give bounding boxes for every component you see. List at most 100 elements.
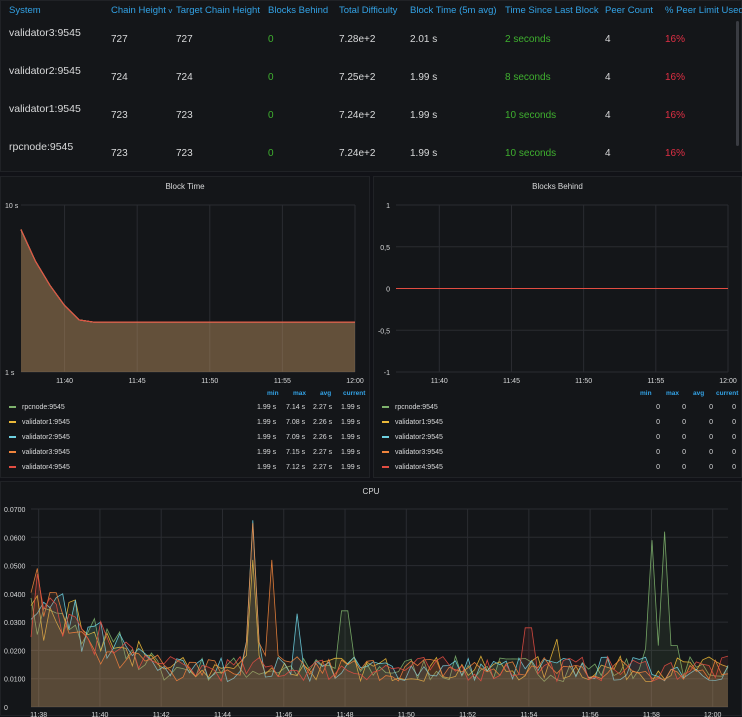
legend-item[interactable]: rpcnode:9545 [9,404,65,411]
x-tick-label: 11:45 [129,378,146,385]
legend-value-current: 0 [732,434,736,441]
table-cell-difficulty: 7.25e+2 [339,72,376,83]
series-line [30,523,729,682]
col-header-peer-limit[interactable]: % Peer Limit Used [665,5,742,16]
legend-header-max[interactable]: max [666,390,680,397]
table-cell-since: 8 seconds [505,72,551,83]
col-header-blocks-behind[interactable]: Blocks Behind [268,5,329,16]
x-tick-label: 11:40 [91,712,108,717]
legend-value-current: 0 [732,464,736,471]
table-cell-target: 723 [176,110,193,121]
x-tick-label: 11:38 [30,712,47,717]
col-header-time-since-last-block[interactable]: Time Since Last Block [505,5,599,16]
legend-series-name: rpcnode:9545 [395,404,438,411]
legend-value-current: 1.99 s [341,464,361,471]
legend-item[interactable]: rpcnode:9545 [382,404,438,411]
legend-item[interactable]: validator4:9545 [382,464,443,471]
legend-value-min: 1.99 s [257,434,277,441]
legend-value-min: 1.99 s [257,419,277,426]
table-scrollbar[interactable] [736,21,739,146]
legend-item[interactable]: validator2:9545 [382,434,443,441]
legend-item[interactable]: validator2:9545 [9,434,70,441]
series-area [31,531,728,707]
legend-value-avg: 2.27 s [313,464,333,471]
legend-item[interactable]: validator3:9545 [9,449,70,456]
table-cell-behind: 0 [268,34,274,45]
panel-title[interactable]: Blocks Behind [532,182,583,191]
series-area [21,229,355,372]
legend-value-max: 0 [682,464,686,471]
panel-title[interactable]: Block Time [165,182,205,191]
legend-value-min: 1.99 s [257,404,277,411]
block-time-chart: 11:40 11:45 11:50 11:55 12:00 10 s 1 s [5,203,364,385]
y-tick-label: 0.0200 [4,648,26,655]
series-line [30,520,729,683]
table-cell-system: validator2:9545 [9,65,81,77]
legend-value-current: 1.99 s [341,404,361,411]
series-line [30,574,729,683]
x-tick-label: 11:46 [275,712,292,717]
block-time-panel: Block Time 11:40 11:45 11:50 11:55 12:00 10 s… [0,176,370,478]
legend-value-max: 7.09 s [286,434,306,441]
col-header-system[interactable]: System [9,5,41,16]
cpu-panel: CPU 0.0700 0.0600 0.0500 0.0400 0.0300 0.0200… [0,481,742,717]
legend-value-max: 7.08 s [286,419,306,426]
table-cell-block-time: 1.99 s [410,148,438,159]
table-cell-behind: 0 [268,72,274,83]
x-tick-label: 12:00 [346,378,364,385]
panel-title[interactable]: CPU [362,487,380,496]
table-cell-system: validator3:9545 [9,27,81,39]
legend-value-current: 1.99 s [341,449,361,456]
legend-header-avg[interactable]: avg [693,390,705,397]
legend-header-min[interactable]: min [640,390,652,397]
series-area [31,520,728,707]
x-tick-label: 11:45 [503,378,520,385]
col-header-peer-count[interactable]: Peer Count [605,5,654,16]
table-cell-chain-height: 723 [111,110,128,121]
legend-value-max: 0 [682,419,686,426]
x-tick-label: 11:48 [337,712,354,717]
legend-header-avg[interactable]: avg [320,390,332,397]
x-tick-label: 11:54 [520,712,537,717]
legend-header-min[interactable]: min [267,390,279,397]
series-line [20,229,355,323]
legend-value-max: 0 [682,404,686,411]
legend-item[interactable]: validator1:9545 [9,419,70,426]
col-header-block-time[interactable]: Block Time (5m avg) [410,5,497,16]
legend-series-name: validator3:9545 [395,449,443,456]
col-header-total-difficulty[interactable]: Total Difficulty [339,5,398,16]
legend-header-current[interactable]: current [716,390,739,397]
table-cell-behind: 0 [268,110,274,121]
blocks-behind-chart: 1 0,5 0 -0,5 -1 11:40 11:45 11:50 11:55 12:00 [378,203,737,385]
x-tick-label: 12:00 [704,712,722,717]
legend-value-current: 0 [732,404,736,411]
legend-value-max: 7.12 s [286,464,306,471]
table-cell-difficulty: 7.24e+2 [339,148,376,159]
legend-value-min: 1.99 s [257,449,277,456]
col-header-chain-height[interactable]: Chain Height [111,5,166,16]
y-tick-label: 10 s [5,203,19,210]
x-tick-label: 11:50 [201,378,218,385]
legend-item[interactable]: validator3:9545 [382,449,443,456]
table-cell-since: 10 seconds [505,110,557,121]
table-cell-peers: 4 [605,34,611,45]
table-cell-difficulty: 7.24e+2 [339,110,376,121]
y-tick-label: 1 [386,203,390,210]
legend-item[interactable]: validator4:9545 [9,464,70,471]
table-cell-difficulty: 7.28e+2 [339,34,376,45]
legend-value-current: 0 [732,419,736,426]
legend-value-min: 0 [656,449,660,456]
x-tick-label: 11:58 [643,712,660,717]
legend-series-name: validator1:9545 [395,419,443,426]
legend-value-avg: 0 [709,404,713,411]
legend-header-max[interactable]: max [293,390,307,397]
legend-item[interactable]: validator1:9545 [382,419,443,426]
legend-header-current[interactable]: current [343,390,366,397]
x-tick-label: 11:40 [56,378,73,385]
col-header-target-chain-height[interactable]: Target Chain Height [176,5,260,16]
table-cell-chain-height: 727 [111,34,128,45]
legend-value-avg: 0 [709,419,713,426]
series-color-swatch [382,436,389,439]
legend-value-avg: 2.26 s [313,434,333,441]
table-cell-block-time: 1.99 s [410,110,438,121]
